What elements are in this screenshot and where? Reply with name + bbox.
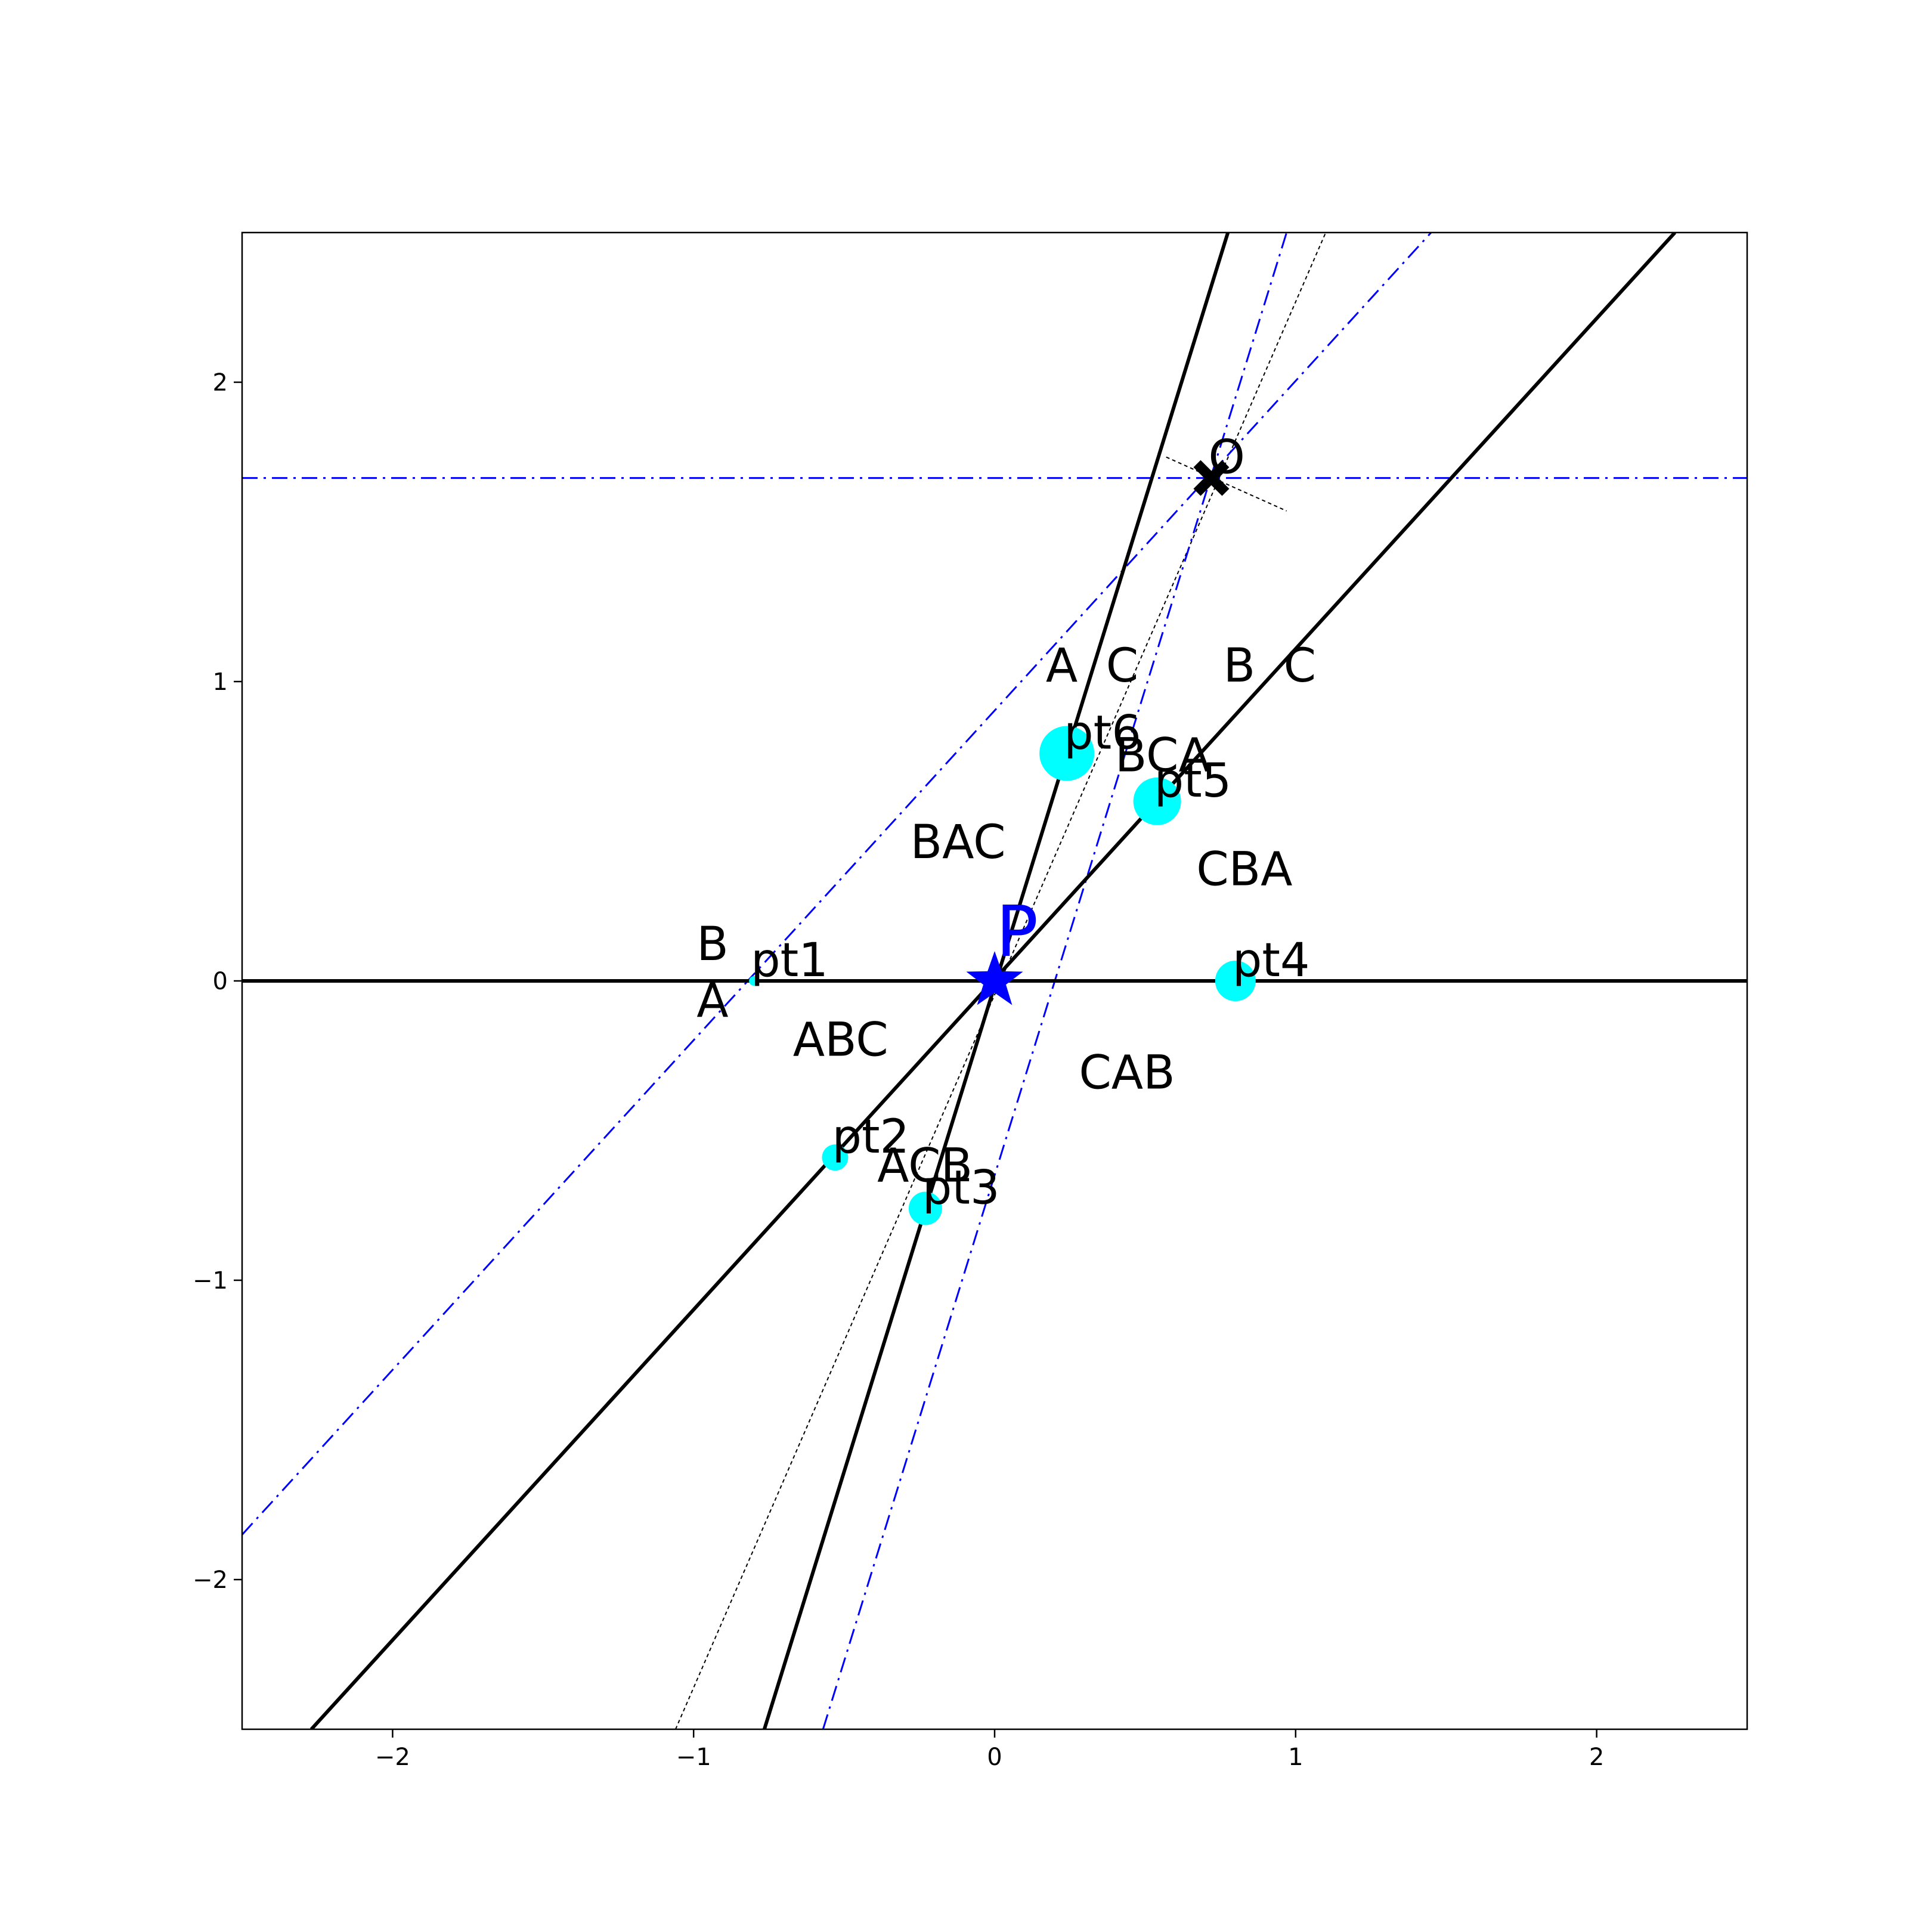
O-label: O <box>1208 431 1244 485</box>
points <box>749 726 1256 1225</box>
y-tick-label: 0 <box>213 968 228 995</box>
point-label-pt5: pt5 <box>1154 754 1232 808</box>
axis-ticks: −2 −1 0 1 2 −2 −1 0 1 2 <box>193 369 1604 1771</box>
region-label: B <box>1224 639 1256 693</box>
P-label: P <box>996 890 1038 973</box>
region-label: ACB <box>877 1139 973 1193</box>
point-pt4 <box>1215 961 1256 1001</box>
region-label: C <box>1106 639 1138 693</box>
P-star-marker <box>966 951 1023 1005</box>
y-tick-label: −1 <box>193 1267 228 1295</box>
O-cross-marker <box>1193 460 1230 496</box>
point-label-pt2: pt2 <box>832 1110 909 1164</box>
point-pt3 <box>908 1191 942 1225</box>
x-tick-label: −1 <box>676 1744 711 1771</box>
y-tick-label: −2 <box>193 1566 228 1594</box>
point-label-pt3: pt3 <box>922 1162 1000 1215</box>
markers <box>966 460 1230 1005</box>
region-label: B <box>696 918 729 971</box>
dotted-line-short-through-O <box>1166 456 1287 512</box>
region-label: CBA <box>1196 843 1292 896</box>
y-tick-label: 1 <box>213 668 228 696</box>
region-label: ABC <box>793 1014 888 1067</box>
x-tick-label: 2 <box>1589 1744 1604 1771</box>
region-label: A <box>696 974 728 1028</box>
region-label: BCA <box>1115 729 1210 783</box>
region-label: A <box>1046 639 1078 693</box>
x-tick-label: 1 <box>1288 1744 1303 1771</box>
point-pt1 <box>749 976 759 986</box>
y-tick-label: 2 <box>213 369 228 397</box>
x-tick-label: −2 <box>375 1744 410 1771</box>
point-pt5 <box>1133 777 1181 825</box>
x-tick-label: 0 <box>987 1744 1002 1771</box>
point-label-pt6: pt6 <box>1064 706 1141 760</box>
point-label-pt1: pt1 <box>751 934 828 987</box>
point-label-pt4: pt4 <box>1233 934 1310 987</box>
point-pt2 <box>822 1144 849 1171</box>
region-label: CAB <box>1079 1046 1175 1100</box>
region-label: BAC <box>911 816 1006 869</box>
plot-area <box>242 233 1747 1729</box>
dashdot-line-diagonal-through-O <box>242 233 1432 1535</box>
region-label: C <box>1284 639 1316 693</box>
point-pt6 <box>1039 726 1095 781</box>
